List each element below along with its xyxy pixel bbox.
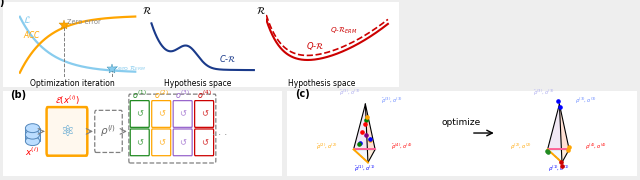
- FancyBboxPatch shape: [0, 89, 287, 178]
- Text: Hypothesis space: Hypothesis space: [164, 79, 232, 88]
- FancyBboxPatch shape: [152, 129, 171, 156]
- Text: (a): (a): [0, 0, 5, 7]
- FancyBboxPatch shape: [173, 129, 192, 156]
- FancyBboxPatch shape: [47, 107, 87, 156]
- Text: ↺: ↺: [136, 109, 143, 118]
- FancyBboxPatch shape: [95, 110, 122, 152]
- Text: ↺: ↺: [200, 138, 207, 147]
- Text: $o^{(2)}$: $o^{(2)}$: [154, 89, 168, 101]
- Ellipse shape: [26, 130, 40, 139]
- Text: ⚛: ⚛: [60, 124, 74, 139]
- Text: $\rho^{(2)},o^{(2)}$: $\rho^{(2)},o^{(2)}$: [510, 141, 532, 152]
- Ellipse shape: [26, 137, 40, 146]
- Text: $\mathcal{E}(x^{(i)})$: $\mathcal{E}(x^{(i)})$: [54, 93, 79, 107]
- FancyBboxPatch shape: [173, 101, 192, 127]
- Text: Optimization iteration: Optimization iteration: [30, 79, 115, 88]
- Text: (b): (b): [10, 90, 27, 100]
- FancyBboxPatch shape: [26, 128, 40, 141]
- Polygon shape: [559, 104, 569, 163]
- Text: $C\text{-}\mathcal{R}$: $C\text{-}\mathcal{R}$: [219, 53, 237, 64]
- Text: $o^{(1)}$: $o^{(1)}$: [132, 89, 147, 101]
- Text: $x^{(i)}$: $x^{(i)}$: [26, 145, 40, 158]
- Text: Zero error: Zero error: [67, 19, 100, 24]
- Text: $\mathcal{R}$: $\mathcal{R}$: [142, 5, 152, 16]
- Text: optimize: optimize: [442, 118, 481, 127]
- Text: $ACC$: $ACC$: [23, 29, 42, 40]
- Text: Hypothesis space: Hypothesis space: [288, 79, 355, 88]
- Polygon shape: [365, 104, 375, 163]
- Text: $\rho^{(3)},o^{(3)}$: $\rho^{(3)},o^{(3)}$: [575, 95, 597, 106]
- Polygon shape: [353, 104, 375, 149]
- Text: $\rho^{(1)},o^{(1)}$: $\rho^{(1)},o^{(1)}$: [548, 163, 570, 174]
- Text: ↺: ↺: [157, 138, 164, 147]
- Text: ↺: ↺: [136, 138, 143, 147]
- FancyBboxPatch shape: [131, 129, 149, 156]
- Text: $Q\text{-}\mathcal{R}$: $Q\text{-}\mathcal{R}$: [305, 40, 324, 52]
- Text: $\bar{\rho}^{(2)},o^{(2)}$: $\bar{\rho}^{(2)},o^{(2)}$: [316, 141, 338, 152]
- Text: · · ·: · · ·: [212, 130, 227, 140]
- Polygon shape: [548, 104, 562, 163]
- Text: Zero $\mathcal{R}_{ERM}$: Zero $\mathcal{R}_{ERM}$: [113, 63, 147, 73]
- Text: (c): (c): [296, 89, 310, 99]
- Text: $\bar{\rho}^{(3)},o^{(3)}$: $\bar{\rho}^{(3)},o^{(3)}$: [533, 87, 555, 98]
- Text: $\bar{\rho}^{(1)},o^{(1)}$: $\bar{\rho}^{(1)},o^{(1)}$: [354, 163, 376, 174]
- FancyBboxPatch shape: [195, 101, 214, 127]
- Text: $o^{(4)}$: $o^{(4)}$: [196, 89, 211, 101]
- Text: ↺: ↺: [200, 109, 207, 118]
- Text: $Q\text{-}\mathcal{R}_{ERM}$: $Q\text{-}\mathcal{R}_{ERM}$: [330, 26, 358, 36]
- Text: $o^{(3)}$: $o^{(3)}$: [175, 89, 190, 101]
- Polygon shape: [353, 104, 368, 163]
- Text: $\rho^{(4)},o^{(4)}$: $\rho^{(4)},o^{(4)}$: [585, 141, 607, 152]
- Text: $\mathcal{R}$: $\mathcal{R}$: [255, 5, 266, 16]
- FancyBboxPatch shape: [280, 89, 640, 178]
- FancyBboxPatch shape: [195, 129, 214, 156]
- FancyBboxPatch shape: [0, 0, 406, 89]
- FancyBboxPatch shape: [152, 101, 171, 127]
- Text: $\bar{\rho}^{(4)},o^{(4)}$: $\bar{\rho}^{(4)},o^{(4)}$: [391, 141, 413, 152]
- Text: $\mathcal{L}$: $\mathcal{L}$: [23, 14, 31, 25]
- Text: ↺: ↺: [179, 109, 186, 118]
- FancyBboxPatch shape: [131, 101, 149, 127]
- Text: ↺: ↺: [157, 109, 164, 118]
- Text: ↺: ↺: [179, 138, 186, 147]
- Text: $\bar{\rho}^{(3)},o^{(3)}$: $\bar{\rho}^{(3)},o^{(3)}$: [339, 87, 360, 98]
- Text: $\rho^{(i)}$: $\rho^{(i)}$: [100, 123, 116, 139]
- Ellipse shape: [26, 124, 40, 133]
- Text: $\bar{\rho}^{(3)},o^{(3)}$: $\bar{\rho}^{(3)},o^{(3)}$: [381, 95, 403, 106]
- Polygon shape: [548, 104, 569, 149]
